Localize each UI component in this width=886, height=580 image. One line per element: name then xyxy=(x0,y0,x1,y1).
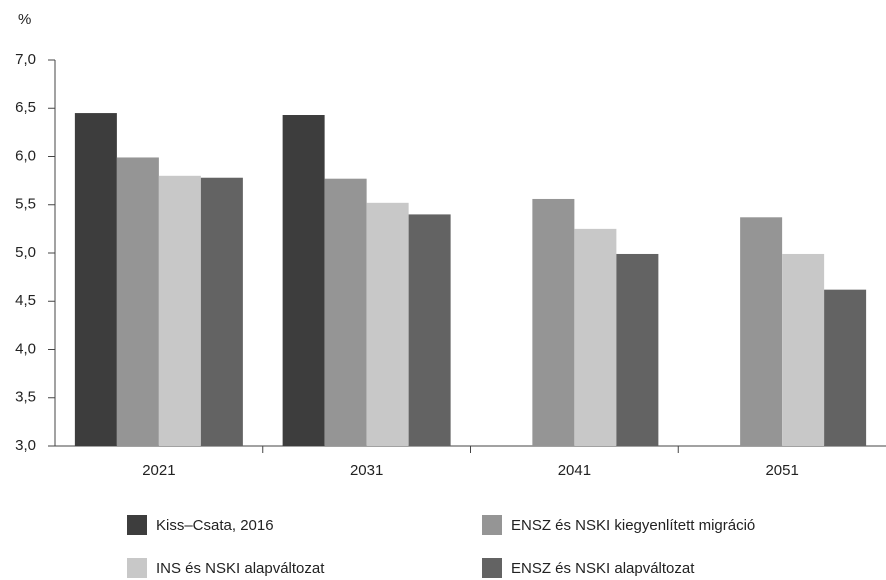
y-tick-label: 6,0 xyxy=(15,147,36,164)
bar xyxy=(574,228,617,446)
y-tick-label: 3,5 xyxy=(15,389,36,406)
bar xyxy=(116,157,159,446)
y-tick-label: 3,0 xyxy=(15,437,36,454)
bar xyxy=(616,253,659,446)
legend-label: ENSZ és NSKI kiegyenlített migráció xyxy=(511,517,755,534)
x-tick-label: 2031 xyxy=(350,462,383,479)
bar xyxy=(532,198,575,446)
y-tick-label: 6,5 xyxy=(15,99,36,116)
legend-label: ENSZ és NSKI alapváltozat xyxy=(511,560,695,577)
x-tick-label: 2051 xyxy=(765,462,798,479)
legend-label: INS és NSKI alapváltozat xyxy=(156,560,325,577)
bar xyxy=(282,115,325,446)
bar xyxy=(740,217,783,446)
y-tick-label: 7,0 xyxy=(15,51,36,68)
bar xyxy=(824,289,867,446)
bar xyxy=(158,175,201,447)
legend-swatch xyxy=(127,515,147,535)
y-tick-label: 4,5 xyxy=(15,292,36,309)
y-tick-label: 5,0 xyxy=(15,244,36,261)
legend-label: Kiss–Csata, 2016 xyxy=(156,517,274,534)
bar xyxy=(408,214,451,446)
bar xyxy=(782,253,825,446)
bar xyxy=(200,177,243,447)
bar xyxy=(366,202,409,446)
legend-swatch xyxy=(482,558,502,578)
y-tick-label: 4,0 xyxy=(15,340,36,357)
x-tick-label: 2021 xyxy=(142,462,175,479)
y-axis-label: % xyxy=(18,11,31,28)
x-tick-label: 2041 xyxy=(558,462,591,479)
y-tick-label: 5,5 xyxy=(15,196,36,213)
legend-swatch xyxy=(127,558,147,578)
legend-swatch xyxy=(482,515,502,535)
bar xyxy=(74,113,117,446)
bar xyxy=(324,178,367,446)
